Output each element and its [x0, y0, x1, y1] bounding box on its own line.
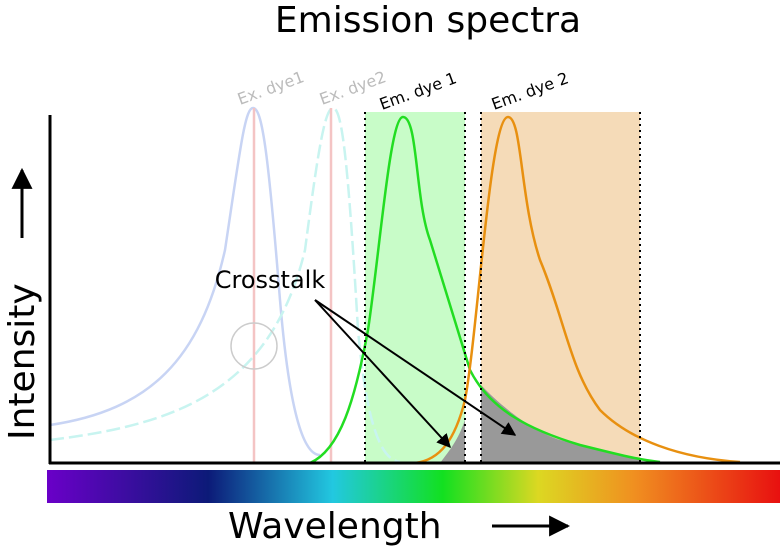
- ex-dye2-label: Ex. dye2: [317, 67, 389, 109]
- spectrum-bar: [47, 470, 780, 503]
- em-dye2-curve: [414, 115, 741, 465]
- filter-band-2: [481, 112, 640, 463]
- ex-dye1-label: Ex. dye1: [235, 67, 307, 109]
- em-dye1-curve: [309, 115, 661, 465]
- arrow: [314, 299, 517, 436]
- crosstalk-area-2: [481, 385, 640, 463]
- x-axis-label: Wavelength: [228, 506, 442, 547]
- filter-edges: [364, 112, 641, 463]
- arrow: [314, 299, 451, 449]
- filter-band-1: [365, 112, 465, 463]
- crosstalk-area-1: [440, 420, 465, 463]
- crosstalk-label: Crosstalk: [215, 266, 326, 294]
- title: Emission spectra: [275, 0, 581, 41]
- em-dye2-label: Em. dye 2: [489, 68, 571, 113]
- em-dye1-label: Em. dye 1: [377, 68, 459, 113]
- circle-marker: [230, 322, 278, 370]
- y-axis-label: Intensity: [2, 283, 43, 440]
